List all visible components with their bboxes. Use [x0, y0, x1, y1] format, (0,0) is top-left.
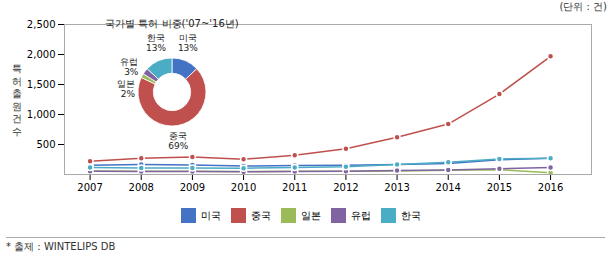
svg-text:2,500: 2,500 — [27, 19, 56, 30]
svg-text:2012: 2012 — [333, 182, 358, 193]
svg-text:2010: 2010 — [231, 182, 256, 193]
html-text:미국: 미국 — [200, 209, 221, 221]
svg-text:2009: 2009 — [180, 182, 205, 193]
svg-text:2013: 2013 — [384, 182, 409, 193]
svg-text:2,000: 2,000 — [27, 49, 56, 60]
html-text:(단위 : 건): (단위 : 건) — [559, 1, 607, 12]
svg-text:국가별 특허 비중('07~'16년): 국가별 특허 비중('07~'16년) — [105, 18, 239, 29]
svg-text:2015: 2015 — [487, 182, 512, 193]
svg-text:1,000: 1,000 — [27, 109, 56, 120]
svg-text:유럽3%: 유럽3% — [120, 57, 138, 77]
svg-text:2008: 2008 — [129, 182, 154, 193]
svg-text:일본2%: 일본2% — [117, 79, 135, 99]
html-text:* 출제 : WINTELIPS DB: * 출제 : WINTELIPS DB — [6, 241, 116, 252]
html-text:한국: 한국 — [400, 209, 421, 221]
svg-text:중국69%: 중국69% — [168, 131, 188, 151]
svg-text:500: 500 — [36, 139, 55, 150]
html-text:중국: 중국 — [250, 209, 271, 221]
svg-text:2007: 2007 — [77, 182, 102, 193]
svg-text:특허출원건수: 특허출원건수 — [12, 63, 22, 137]
html-text:유럽: 유럽 — [350, 209, 371, 221]
svg-text:1,500: 1,500 — [27, 79, 56, 90]
svg-text:2011: 2011 — [282, 182, 307, 193]
html-text:일본: 일본 — [300, 209, 321, 221]
svg-text:미국13%: 미국13% — [178, 33, 198, 53]
svg-text:2014: 2014 — [436, 182, 461, 193]
svg-text:2016: 2016 — [538, 182, 563, 193]
svg-text:한국13%: 한국13% — [146, 33, 166, 53]
